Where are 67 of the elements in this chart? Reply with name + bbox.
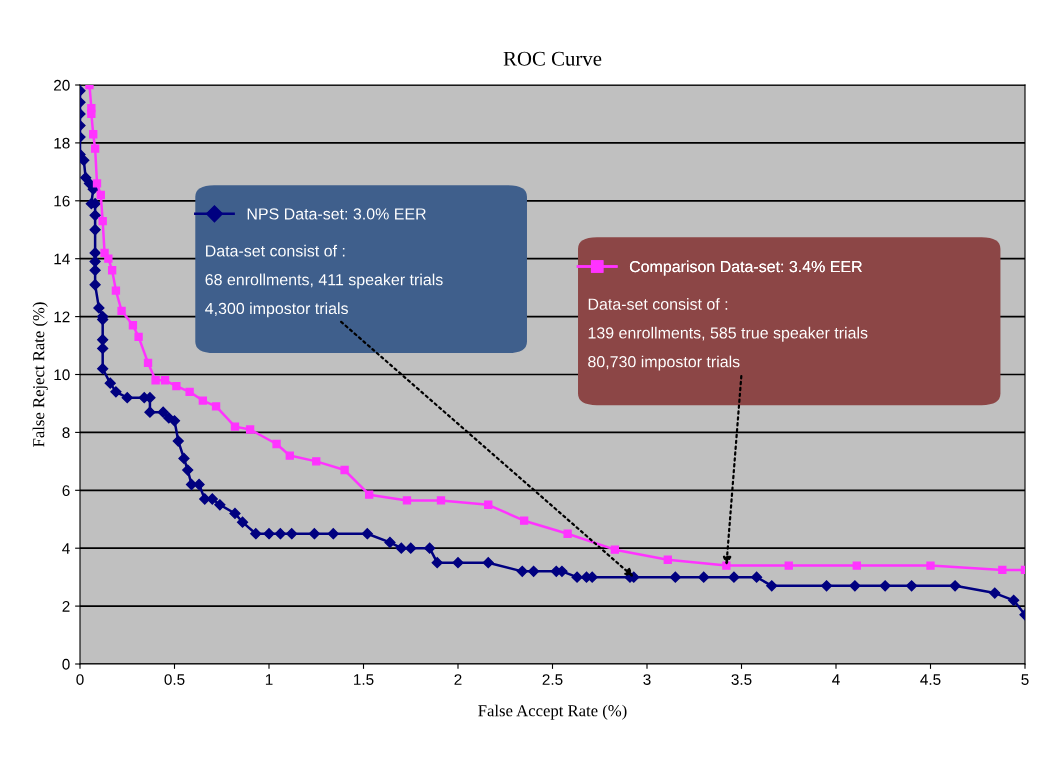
annotation: Data-set consist of : 139 enrollments, 585 true speaker trials 80,730 impostor trials bbox=[588, 298, 868, 371]
point bbox=[610, 545, 620, 554]
y-tick-label: 8 bbox=[62, 427, 70, 439]
x-tick-label: 4.5 bbox=[920, 674, 941, 685]
point bbox=[87, 109, 96, 119]
point bbox=[312, 457, 321, 466]
point bbox=[143, 358, 153, 368]
y-axis-title: False Reject Rate (%) bbox=[32, 302, 48, 447]
point bbox=[245, 425, 255, 434]
point bbox=[160, 376, 170, 385]
y-tick-label: 0 bbox=[62, 658, 70, 670]
y-tick-label: 14 bbox=[54, 253, 70, 265]
x-tick-label: 0 bbox=[76, 674, 84, 685]
point bbox=[340, 465, 349, 475]
point bbox=[402, 496, 412, 505]
legend-label: NPS Data-set: 3.0% EER bbox=[247, 208, 426, 220]
x-axis-title: False Accept Rate (%) bbox=[478, 704, 627, 720]
x-tick-label: 1.5 bbox=[354, 674, 374, 685]
point bbox=[663, 555, 672, 564]
point bbox=[285, 451, 294, 460]
y-tick-label: 18 bbox=[54, 137, 70, 149]
point bbox=[111, 286, 121, 295]
x-tick-label: 1 bbox=[265, 674, 273, 685]
point bbox=[89, 130, 98, 139]
legend-label: Comparison Data-set: 3.4% EER bbox=[629, 260, 862, 276]
point bbox=[172, 381, 181, 391]
point bbox=[272, 439, 281, 449]
point bbox=[365, 490, 374, 499]
point bbox=[134, 332, 143, 342]
point bbox=[436, 496, 446, 505]
y-tick-label: 10 bbox=[54, 369, 70, 381]
x-tick-label: 2 bbox=[454, 674, 462, 685]
point bbox=[852, 561, 861, 570]
point bbox=[98, 216, 107, 226]
point bbox=[998, 565, 1007, 575]
y-tick-label: 16 bbox=[54, 195, 70, 207]
point bbox=[563, 529, 572, 538]
y-tick-label: 12 bbox=[54, 311, 70, 323]
point bbox=[90, 144, 100, 153]
point bbox=[198, 396, 208, 405]
x-tick-label: 0.5 bbox=[164, 674, 185, 685]
y-tick-label: 2 bbox=[62, 600, 70, 612]
y-tick-label: 6 bbox=[62, 485, 70, 496]
point bbox=[117, 306, 126, 315]
x-tick-label: 3.5 bbox=[731, 674, 752, 685]
x-tick-label: 2.5 bbox=[542, 674, 563, 685]
point bbox=[211, 402, 221, 411]
x-tick-label: 4 bbox=[832, 674, 840, 685]
x-tick-label: 3 bbox=[643, 674, 651, 685]
x-tick-label: 5 bbox=[1021, 674, 1029, 685]
point bbox=[784, 561, 793, 570]
point bbox=[926, 561, 935, 570]
point bbox=[92, 179, 102, 188]
y-tick-label: 4 bbox=[62, 543, 70, 554]
chart-title: ROC Curve bbox=[503, 51, 602, 66]
point bbox=[484, 500, 493, 509]
point bbox=[151, 376, 160, 385]
point bbox=[519, 516, 529, 525]
point bbox=[128, 321, 138, 330]
y-tick-label: 20 bbox=[54, 79, 70, 91]
point bbox=[185, 387, 194, 397]
annotation: Data-set consist of : 68 enrollments, 411 speaker trials 4,300 impostor trials bbox=[205, 244, 443, 318]
point bbox=[230, 422, 240, 431]
point bbox=[96, 190, 105, 200]
point bbox=[107, 266, 117, 275]
point bbox=[100, 248, 109, 258]
point bbox=[104, 254, 113, 263]
